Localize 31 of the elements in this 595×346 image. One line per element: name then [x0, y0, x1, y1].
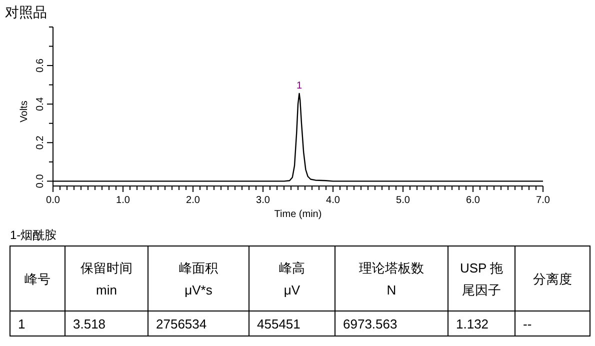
text: 2756534	[156, 316, 207, 332]
y-tick-label: 0.6	[35, 58, 46, 72]
x-tick-label: 6.0	[466, 195, 480, 206]
text: 1.132	[456, 316, 489, 332]
x-tick-label: 7.0	[536, 195, 550, 206]
text: USP 拖尾因子	[460, 260, 504, 298]
x-tick-label: 1.0	[116, 195, 130, 206]
y-axis-title: Volts	[19, 100, 30, 122]
chart-title: 对照品	[5, 4, 47, 20]
text: --	[523, 316, 532, 332]
y-tick-label: 0.0	[35, 174, 46, 188]
y-tick-label: 0.2	[35, 135, 46, 150]
text: 1	[18, 316, 26, 332]
text: 保留时间 min	[80, 260, 132, 298]
x-tick-label: 4.0	[326, 195, 340, 206]
text: 峰面积 μV*s	[179, 260, 218, 298]
x-tick-label: 2.0	[186, 195, 200, 206]
text: 峰高 μV	[279, 260, 305, 298]
x-axis-title: Time (min)	[274, 209, 322, 220]
annotation: 1	[296, 80, 302, 92]
x-tick-label: 5.0	[396, 195, 410, 206]
text: 6973.563	[343, 316, 398, 332]
text: 分离度	[533, 272, 572, 286]
text: 峰号	[24, 272, 50, 286]
text: 理论塔板数 N	[359, 260, 424, 298]
x-tick-label: 3.0	[256, 195, 270, 206]
y-tick-label: 0.4	[35, 96, 46, 112]
text: 1-烟酰胺	[10, 228, 57, 242]
x-tick-label: 0.0	[46, 195, 60, 206]
text: 455451	[257, 316, 300, 332]
text: 3.518	[73, 316, 106, 332]
